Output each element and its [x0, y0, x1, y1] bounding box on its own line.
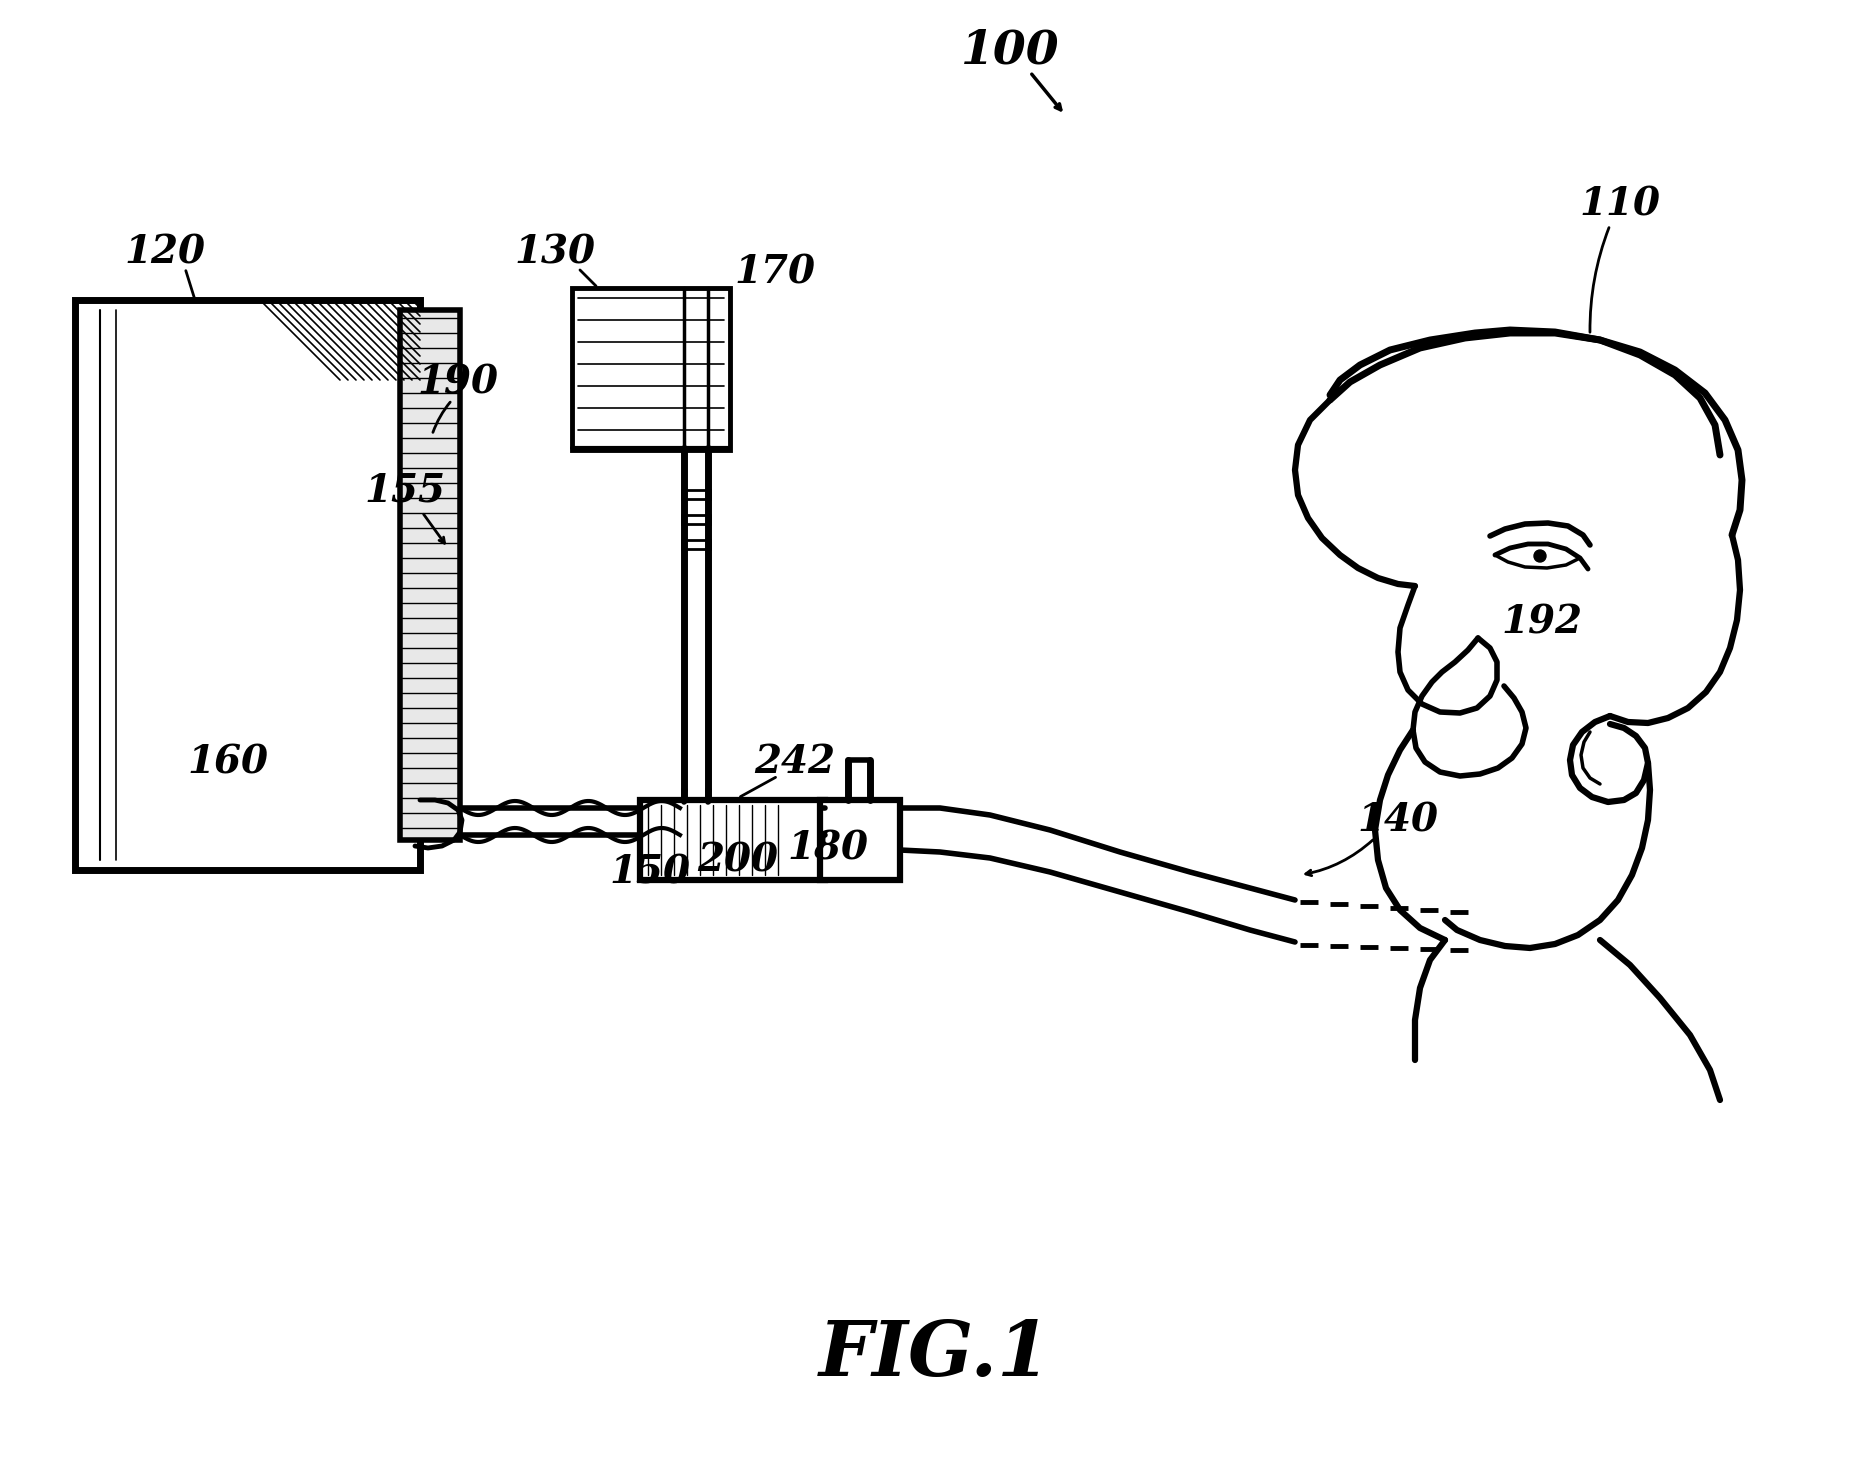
- Text: 190: 190: [417, 362, 498, 401]
- Text: 150: 150: [610, 853, 690, 890]
- Circle shape: [1534, 550, 1545, 562]
- Text: 140: 140: [1358, 802, 1439, 839]
- Bar: [683, 490, 709, 498]
- Text: 130: 130: [515, 234, 595, 272]
- Text: 160: 160: [187, 742, 269, 781]
- Bar: [573, 288, 730, 450]
- Text: 170: 170: [735, 253, 816, 291]
- Bar: [400, 311, 460, 840]
- Text: 100: 100: [960, 27, 1059, 72]
- Text: 180: 180: [788, 830, 868, 867]
- Bar: [683, 540, 709, 549]
- Text: FIG.1: FIG.1: [819, 1318, 1052, 1392]
- Text: 120: 120: [125, 234, 206, 272]
- Text: 242: 242: [754, 742, 836, 781]
- Bar: [819, 800, 900, 880]
- Bar: [683, 515, 709, 524]
- Text: 155: 155: [365, 470, 445, 509]
- Bar: [75, 300, 419, 870]
- Text: 192: 192: [1502, 603, 1583, 640]
- Text: 110: 110: [1579, 186, 1660, 223]
- Text: 200: 200: [698, 842, 778, 879]
- Bar: [640, 800, 825, 880]
